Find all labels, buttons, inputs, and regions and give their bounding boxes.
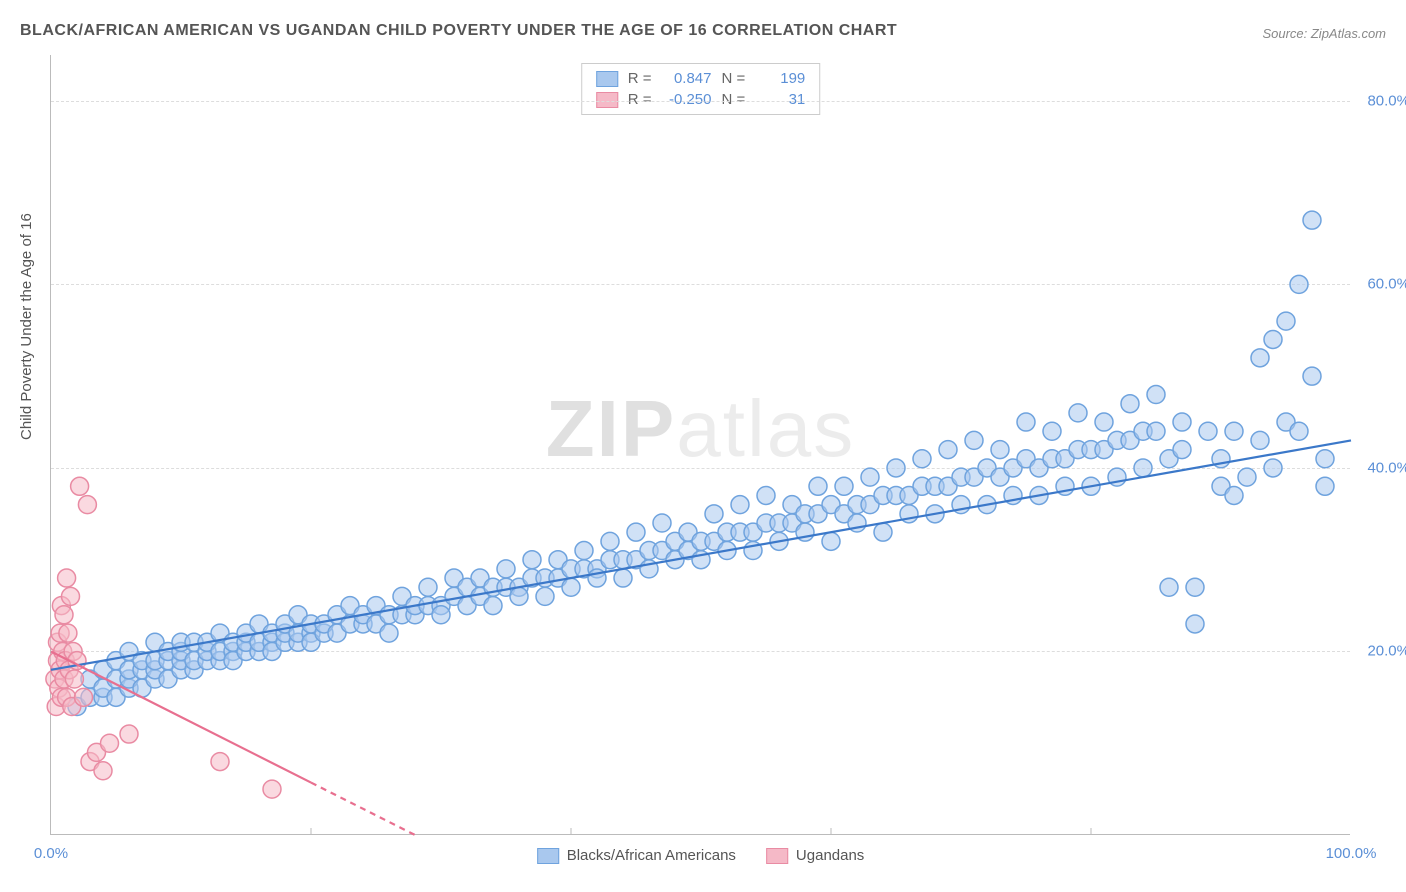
data-point (1173, 413, 1191, 431)
data-point (731, 496, 749, 514)
data-point (965, 431, 983, 449)
data-point (939, 441, 957, 459)
data-point (874, 523, 892, 541)
plot-area: ZIPatlas R = 0.847 N = 199 R = -0.250 N … (50, 55, 1350, 835)
data-point (627, 523, 645, 541)
data-point (757, 486, 775, 504)
data-point (614, 569, 632, 587)
data-point (59, 624, 77, 642)
data-point (120, 725, 138, 743)
data-point (991, 441, 1009, 459)
data-point (1134, 459, 1152, 477)
data-point (523, 551, 541, 569)
data-point (71, 477, 89, 495)
data-point (1264, 330, 1282, 348)
data-point (484, 597, 502, 615)
data-point (62, 587, 80, 605)
data-point (1303, 211, 1321, 229)
legend-item-black-african-american: Blacks/African Americans (537, 847, 736, 864)
source-attribution: Source: ZipAtlas.com (1262, 26, 1386, 41)
data-point (1277, 312, 1295, 330)
data-point (861, 468, 879, 486)
chart-title: BLACK/AFRICAN AMERICAN VS UGANDAN CHILD … (20, 22, 897, 40)
y-axis-label: Child Poverty Under the Age of 16 (18, 213, 35, 440)
data-point (822, 532, 840, 550)
data-point (94, 762, 112, 780)
data-point (1316, 477, 1334, 495)
data-point (705, 505, 723, 523)
data-point (601, 532, 619, 550)
data-point (835, 477, 853, 495)
data-point (1251, 431, 1269, 449)
data-point (913, 450, 931, 468)
data-point (419, 578, 437, 596)
data-point (1069, 404, 1087, 422)
data-point (1160, 578, 1178, 596)
data-point (887, 459, 905, 477)
data-point (1316, 450, 1334, 468)
data-point (1147, 386, 1165, 404)
data-point (1186, 578, 1204, 596)
data-point (1303, 367, 1321, 385)
data-point (1121, 395, 1139, 413)
data-point (55, 606, 73, 624)
data-point (653, 514, 671, 532)
data-point (1147, 422, 1165, 440)
series-legend: Blacks/African Americans Ugandans (537, 847, 865, 864)
ytick-label: 60.0% (1367, 276, 1406, 293)
data-point (1290, 422, 1308, 440)
data-point (1173, 441, 1191, 459)
data-point (101, 734, 119, 752)
xtick-label: 0.0% (34, 845, 68, 862)
data-point (1225, 486, 1243, 504)
legend-item-ugandan: Ugandans (766, 847, 864, 864)
data-point (1017, 413, 1035, 431)
data-point (1186, 615, 1204, 633)
data-point (1251, 349, 1269, 367)
data-point (1290, 275, 1308, 293)
data-point (211, 753, 229, 771)
data-point (263, 780, 281, 798)
legend-swatch-pink-icon (766, 848, 788, 864)
data-point (575, 542, 593, 560)
data-point (1264, 459, 1282, 477)
data-point (432, 606, 450, 624)
legend-swatch-blue-icon (537, 848, 559, 864)
data-point (497, 560, 515, 578)
data-point (562, 578, 580, 596)
chart-svg (51, 55, 1350, 834)
ytick-label: 80.0% (1367, 92, 1406, 109)
data-point (536, 587, 554, 605)
data-point (510, 587, 528, 605)
ytick-label: 20.0% (1367, 643, 1406, 660)
data-point (78, 496, 96, 514)
data-point (1199, 422, 1217, 440)
data-point (58, 569, 76, 587)
data-point (1225, 422, 1243, 440)
data-point (75, 688, 93, 706)
data-point (1238, 468, 1256, 486)
data-point (380, 624, 398, 642)
data-point (1043, 422, 1061, 440)
data-point (65, 670, 83, 688)
ytick-label: 40.0% (1367, 459, 1406, 476)
data-point (809, 477, 827, 495)
xtick-label: 100.0% (1326, 845, 1377, 862)
data-point (1095, 413, 1113, 431)
